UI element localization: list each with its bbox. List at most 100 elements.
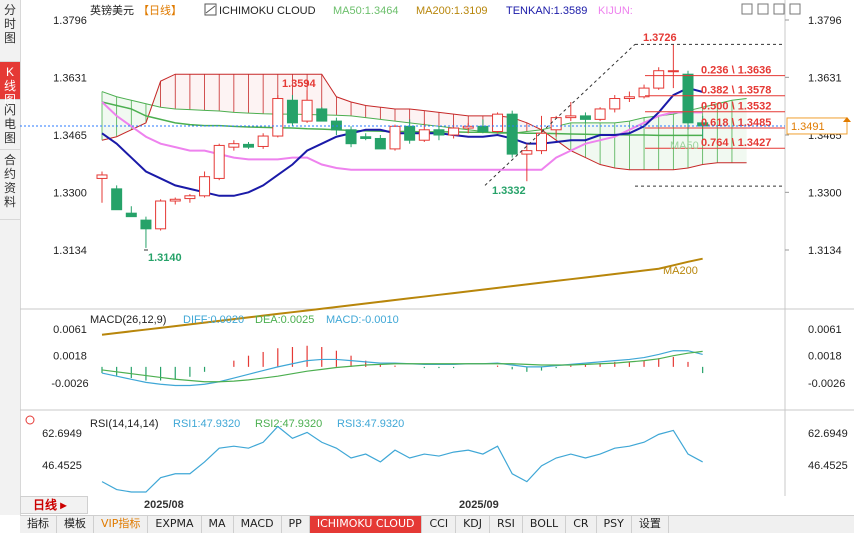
candle-body-20 xyxy=(389,125,401,150)
toolbar-button-rsi[interactable]: RSI xyxy=(490,516,523,533)
price-axis-right-1: 1.3631 xyxy=(808,72,842,84)
candle-body-22 xyxy=(418,129,430,141)
cloud-segment xyxy=(160,74,176,109)
candle-body-29 xyxy=(521,150,533,155)
candle-body-34 xyxy=(594,108,606,120)
candle-body-0 xyxy=(96,174,108,179)
candle-body-23 xyxy=(433,129,445,136)
nav-tab-2[interactable]: 闪电图 xyxy=(0,100,20,150)
indicator-toolbar: 指标 模板 VIP指标 EXPMA MA MACD PP ICHIMOKU CLOUD CCI K… xyxy=(20,515,854,533)
cloud-segment xyxy=(424,110,439,127)
legend-kijun: KIJUN: xyxy=(598,5,633,17)
toolbar-button-kdj[interactable]: KDJ xyxy=(456,516,491,533)
price-axis-right-3: 1.3300 xyxy=(808,187,842,199)
rsi-axis-left-0: 62.6949 xyxy=(42,428,82,440)
toolbar-button-ichimoku-cloud[interactable]: ICHIMOKU CLOUD xyxy=(309,516,423,533)
toolbar-button-模板[interactable]: 模板 xyxy=(57,516,94,533)
price-axis-right-4: 1.3134 xyxy=(808,245,842,257)
cloud-segment xyxy=(380,107,395,122)
candle-body-39 xyxy=(667,70,679,73)
rsi-line xyxy=(101,425,703,493)
candle-body-7 xyxy=(199,176,211,197)
fib-label-3: 0.618 \ 1.3485 xyxy=(701,117,771,129)
toolbar-button-cci[interactable]: CCI xyxy=(422,516,457,533)
toolbar-button-pp[interactable]: PP xyxy=(282,516,310,533)
time-axis-bar: 日线 ▸ 2025/08 2025/09 xyxy=(20,496,854,514)
price-axis-left-4: 1.3134 xyxy=(53,245,87,257)
candle-body-41 xyxy=(697,122,709,127)
legend-indicator-icon-slash xyxy=(205,5,216,14)
cloud-segment xyxy=(614,121,630,170)
cloud-segment xyxy=(102,91,117,141)
toolbar-button-boll[interactable]: BOLL xyxy=(523,516,567,533)
candle-body-26 xyxy=(477,125,489,133)
cloud-segment xyxy=(248,74,264,114)
legend-symbol: 英镑美元 xyxy=(90,3,134,17)
candle-body-19 xyxy=(374,137,386,150)
span-b-line xyxy=(101,73,747,171)
cloud-segment xyxy=(585,122,601,165)
candle-body-32 xyxy=(565,115,577,119)
toolbar-button-指标[interactable]: 指标 xyxy=(20,516,57,533)
macd-axis-right-0: 0.0061 xyxy=(808,324,842,336)
legend-indicator: ICHIMOKU CLOUD xyxy=(219,5,316,17)
current-price-tag xyxy=(786,117,848,135)
fib-label-2: 0.500 \ 1.3532 xyxy=(701,101,771,113)
window-control-icon-2 xyxy=(773,3,785,15)
macd-axis-left-2: -0.0026 xyxy=(51,378,88,390)
price-axis-left-1: 1.3631 xyxy=(53,72,87,84)
toolbar-button-vip指标[interactable]: VIP指标 xyxy=(94,516,149,533)
window-control-icon-3 xyxy=(789,3,801,15)
toolbar-button-psy[interactable]: PSY xyxy=(597,516,632,533)
nav-tab-3[interactable]: 合约资料 xyxy=(0,150,20,220)
ma200-line xyxy=(101,257,703,336)
toolbar-button-cr[interactable]: CR xyxy=(566,516,597,533)
toolbar-button-ma[interactable]: MA xyxy=(202,516,234,533)
annot-high: 1.3726 xyxy=(643,32,677,44)
toolbar-button-设置[interactable]: 设置 xyxy=(632,516,669,533)
cloud-segment xyxy=(409,108,425,125)
toolbar-button-expma[interactable]: EXPMA xyxy=(148,516,202,533)
macd-title: MACD(26,12,9) xyxy=(90,314,166,326)
period-selector-label: 日线 xyxy=(33,498,58,512)
macd-diff-label: DIFF:0.0020 xyxy=(183,314,244,326)
macd-axis-left-0: 0.0061 xyxy=(53,324,87,336)
candle-body-24 xyxy=(448,127,460,136)
cloud-segment xyxy=(702,103,718,165)
rsi-title: RSI(14,14,14) xyxy=(90,418,158,430)
candle-body-15 xyxy=(316,108,328,122)
cloud-segment xyxy=(395,108,410,123)
macd-axis-left-1: 0.0018 xyxy=(53,351,87,363)
candle-body-17 xyxy=(345,129,357,145)
cloud-segment xyxy=(321,74,337,116)
candle-body-37 xyxy=(638,87,650,98)
fib-label-4: 0.764 \ 1.3427 xyxy=(701,137,771,149)
cloud-segment xyxy=(438,112,454,129)
candle-body-36 xyxy=(623,96,635,100)
fib-label-1: 0.382 \ 1.3578 xyxy=(701,85,771,97)
candle-body-38 xyxy=(653,70,665,89)
rsi-axis-right-0: 62.6949 xyxy=(808,428,848,440)
macd-axis-right-2: -0.0026 xyxy=(808,378,845,390)
nav-tab-0[interactable]: 分时图 xyxy=(0,0,20,62)
kijun-line xyxy=(101,101,703,171)
candle-body-33 xyxy=(579,115,591,120)
window-control-icon-0 xyxy=(741,3,753,15)
cloud-segment xyxy=(204,74,220,112)
current-price-value: 1.3491 xyxy=(791,121,825,133)
period-selector-button[interactable]: 日线 ▸ xyxy=(20,496,88,514)
cloud-segment xyxy=(600,122,615,169)
candle-body-25 xyxy=(462,125,474,129)
toolbar-button-macd[interactable]: MACD xyxy=(234,516,282,533)
candle-body-16 xyxy=(330,120,342,131)
candle-body-2 xyxy=(125,212,137,218)
candle-body-8 xyxy=(213,144,225,179)
cloud-segment xyxy=(233,74,249,114)
cloud-segment xyxy=(673,110,688,170)
price-axis-left-0: 1.3796 xyxy=(53,15,87,27)
cloud-segment xyxy=(351,101,366,118)
rsi-axis-left-1: 46.4525 xyxy=(42,460,82,472)
x-axis-label-sep: 2025/09 xyxy=(459,499,499,511)
